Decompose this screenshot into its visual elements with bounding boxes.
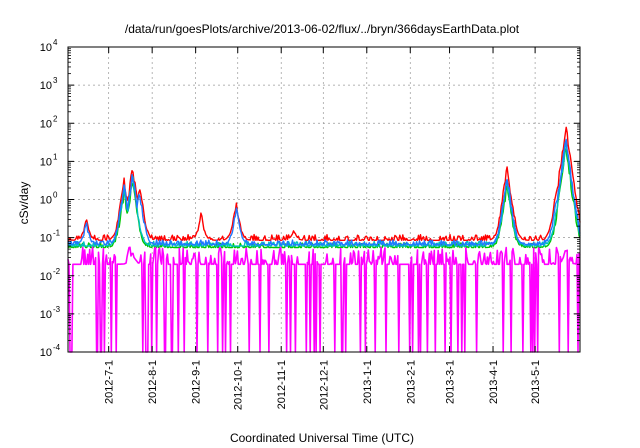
y-axis-label: cSv/day — [17, 182, 31, 225]
x-tick-label: 2013-5-1 — [530, 360, 542, 404]
y-tick-exponent: 2 — [53, 114, 58, 123]
series-line — [67, 126, 581, 241]
y-tick-label: 10 — [40, 118, 52, 130]
series-line — [67, 138, 581, 246]
chart-title: /data/run/goesPlots/archive/2013-06-02/f… — [125, 22, 520, 36]
x-tick-label: 2012-7-1 — [104, 360, 116, 404]
x-axis-ticks: 2012-7-1 2012-8-1 2012-9-1 2012-10-1 2012-11… — [104, 47, 542, 410]
x-tick-label: 2012-12-1 — [318, 360, 330, 410]
x-tick-label: 2012-11-1 — [276, 360, 288, 409]
y-tick-label: 10 — [40, 156, 52, 168]
y-tick-exponent: 0 — [53, 191, 58, 200]
x-tick-label: 2012-9-1 — [191, 360, 203, 404]
series-line — [67, 246, 581, 353]
y-tick-exponent: 4 — [53, 38, 58, 47]
x-tick-label: 2012-8-1 — [147, 360, 159, 404]
y-tick-label: 10 — [40, 271, 52, 283]
series-layer — [67, 126, 581, 353]
y-tick-label: 10 — [40, 309, 52, 321]
y-tick-exponent: -4 — [53, 343, 61, 352]
x-tick-label: 2013-2-1 — [405, 360, 417, 404]
y-tick-exponent: 1 — [53, 152, 58, 161]
x-tick-label: 2013-3-1 — [445, 360, 457, 404]
x-tick-label: 2013-1-1 — [362, 360, 374, 404]
y-tick-exponent: -3 — [53, 305, 61, 314]
x-tick-label: 2012-10-1 — [233, 360, 245, 410]
y-tick-exponent: 3 — [53, 76, 58, 85]
y-tick-exponent: -2 — [53, 267, 61, 276]
y-tick-label: 10 — [40, 195, 52, 207]
y-tick-exponent: -1 — [53, 229, 61, 238]
y-tick-label: 10 — [40, 347, 52, 359]
x-tick-label: 2013-4-1 — [488, 360, 500, 404]
y-tick-label: 10 — [40, 80, 52, 92]
y-tick-label: 10 — [40, 233, 52, 245]
x-axis-label: Coordinated Universal Time (UTC) — [230, 431, 414, 445]
y-tick-label: 10 — [40, 42, 52, 54]
